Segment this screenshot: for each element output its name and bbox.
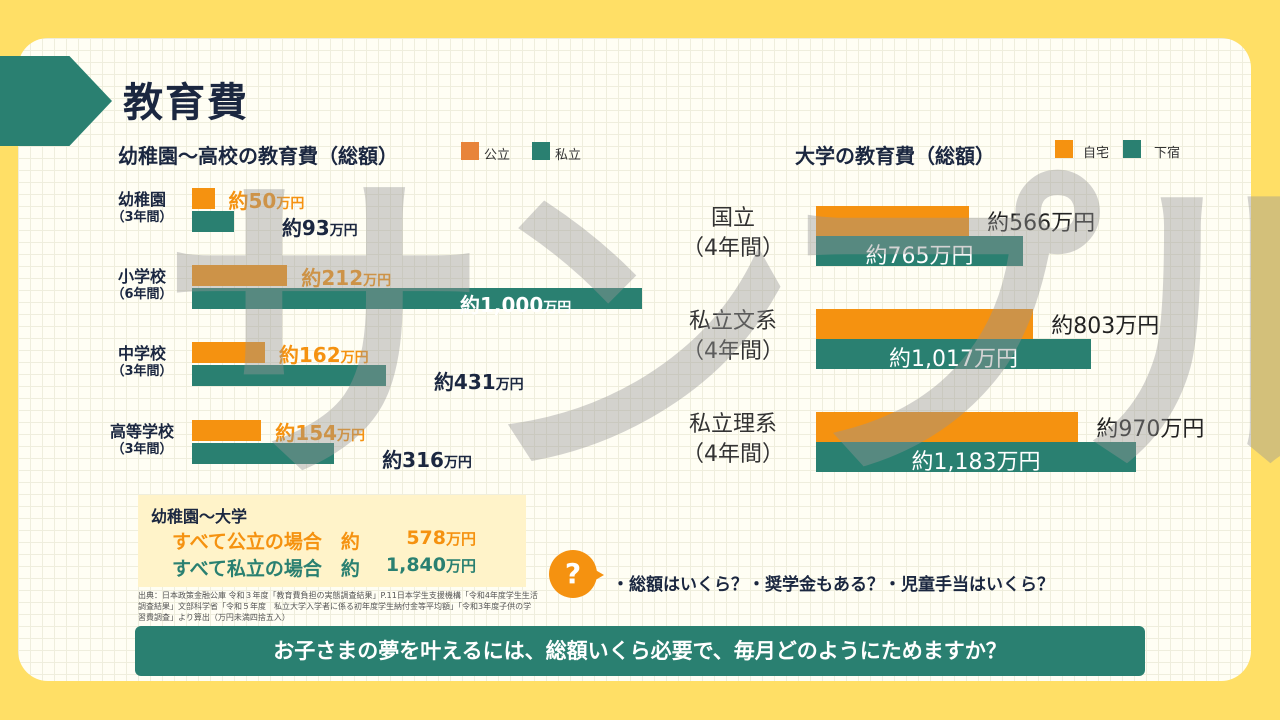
summary-private-label: すべて私立の場合 約 [172,558,360,580]
bar-home [816,412,1079,442]
bar-home [816,309,1034,339]
category-name: 小学校 [117,267,166,286]
legend-public-label: 公立 [484,148,511,163]
k12-chart-title: 幼稚園〜高校の教育費（総額） [118,144,398,168]
category-period: （3年間） [111,364,173,379]
value-label-public: 約50万円 [228,189,305,213]
bar-boarding [816,442,1136,472]
value-label-public: 約162万円 [278,343,369,367]
value-label-boarding: 約1,017万円 [889,347,1019,372]
summary-public-row: すべて公立の場合 約 578万円 [172,527,476,554]
question-mark-icon: ? [549,550,597,598]
legend-home-label: 自宅 [1083,146,1110,161]
category-name: 幼稚園 [117,190,166,209]
bar-public [192,342,265,363]
summary-box: 幼稚園〜大学 すべて公立の場合 約 578万円 すべて私立の場合 約 1,840… [138,495,526,587]
bar-private [192,365,386,386]
bar-public [192,420,262,441]
bar-public [192,188,215,209]
value-label-private: 約431万円 [433,370,524,394]
value-label-private: 約1,000万円 [460,293,572,317]
category-name: 私立文系 [688,309,777,334]
bar-boarding [816,236,1023,266]
category-period: （4年間） [682,235,784,261]
category-name: 高等学校 [109,422,174,441]
category-label: 小学校 （6年間） [92,267,192,303]
bar-boarding [816,339,1092,369]
category-label: 中学校 （3年間） [92,344,192,380]
bar-private [192,443,335,464]
category-label: 高等学校 （3年間） [92,422,192,458]
value-label-private: 約316万円 [382,448,472,472]
university-chart-title: 大学の教育費（総額） [795,144,995,168]
value-label-public: 約212万円 [301,266,392,290]
summary-public-label: すべて公立の場合 約 [172,531,360,553]
category-period: （3年間） [111,210,173,225]
category-name: 中学校 [117,344,166,363]
summary-private-value: 1,840 [385,554,446,576]
category-period: （6年間） [111,287,173,302]
legend-private-swatch [532,142,550,160]
category-label: 幼稚園 （3年間） [92,190,192,226]
summary-private-unit: 万円 [445,557,476,575]
value-label-home: 約566万円 [987,211,1096,236]
summary-private-row: すべて私立の場合 約 1,840万円 [172,554,476,581]
value-label-home: 約803万円 [1051,314,1160,339]
bottom-banner: お子さまの夢を叶えるには、総額いくら必要で、毎月どのようにためますか？ [135,626,1145,676]
category-label: 私立理系 （4年間） [678,410,788,469]
bar-private [192,211,234,232]
category-name: 国立 [710,206,755,231]
legend-home-swatch [1055,140,1073,158]
value-label-boarding: 約765万円 [865,244,974,269]
summary-public-unit: 万円 [445,530,476,548]
value-label-boarding: 約1,183万円 [911,450,1041,475]
summary-public-value: 578 [406,527,446,549]
category-period: （3年間） [111,442,173,457]
question-bubble-tail [592,568,604,582]
category-period: （4年間） [682,338,784,364]
bar-private [192,288,642,309]
category-period: （4年間） [682,441,784,467]
value-label-home: 約970万円 [1096,417,1205,442]
page-title: 教育費 [123,80,249,126]
category-label: 国立 （4年間） [678,204,788,263]
bar-public [192,265,288,286]
legend-public-swatch [461,142,479,160]
category-name: 私立理系 [688,412,777,437]
question-text: ・総額はいくら？・奨学金もある？・児童手当はいくら？ [612,575,1054,595]
summary-heading: 幼稚園〜大学 [151,507,248,526]
source-note: 出典：日本政策金融公庫 令和３年度「教育費負担の実態調査結果」P.11日本学生支… [138,591,538,622]
value-label-public: 約154万円 [275,421,366,445]
legend-boarding-swatch [1123,140,1141,158]
value-label-private: 約93万円 [281,216,358,240]
bar-home [816,206,970,236]
legend-private-label: 私立 [555,148,582,163]
category-label: 私立文系 （4年間） [678,307,788,366]
legend-boarding-label: 下宿 [1154,146,1181,161]
